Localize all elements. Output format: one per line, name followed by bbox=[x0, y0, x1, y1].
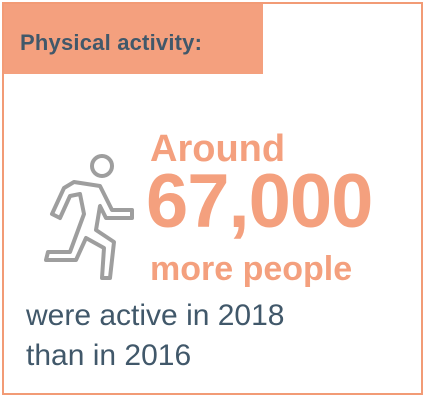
description-line-1: were active in 2018 bbox=[26, 299, 285, 332]
infographic-card: Physical activity: Around 67,000 more pe… bbox=[2, 2, 423, 395]
description: were active in 2018 than in 2016 bbox=[26, 296, 285, 376]
highlight-number: 67,000 bbox=[146, 159, 373, 244]
highlight-lead: Around bbox=[150, 128, 286, 170]
header-tab: Physical activity: bbox=[4, 4, 263, 74]
header-title: Physical activity: bbox=[20, 30, 203, 55]
highlight-tail: more people bbox=[150, 250, 353, 288]
description-line-2: than in 2016 bbox=[26, 339, 192, 372]
running-person-icon bbox=[44, 154, 134, 280]
